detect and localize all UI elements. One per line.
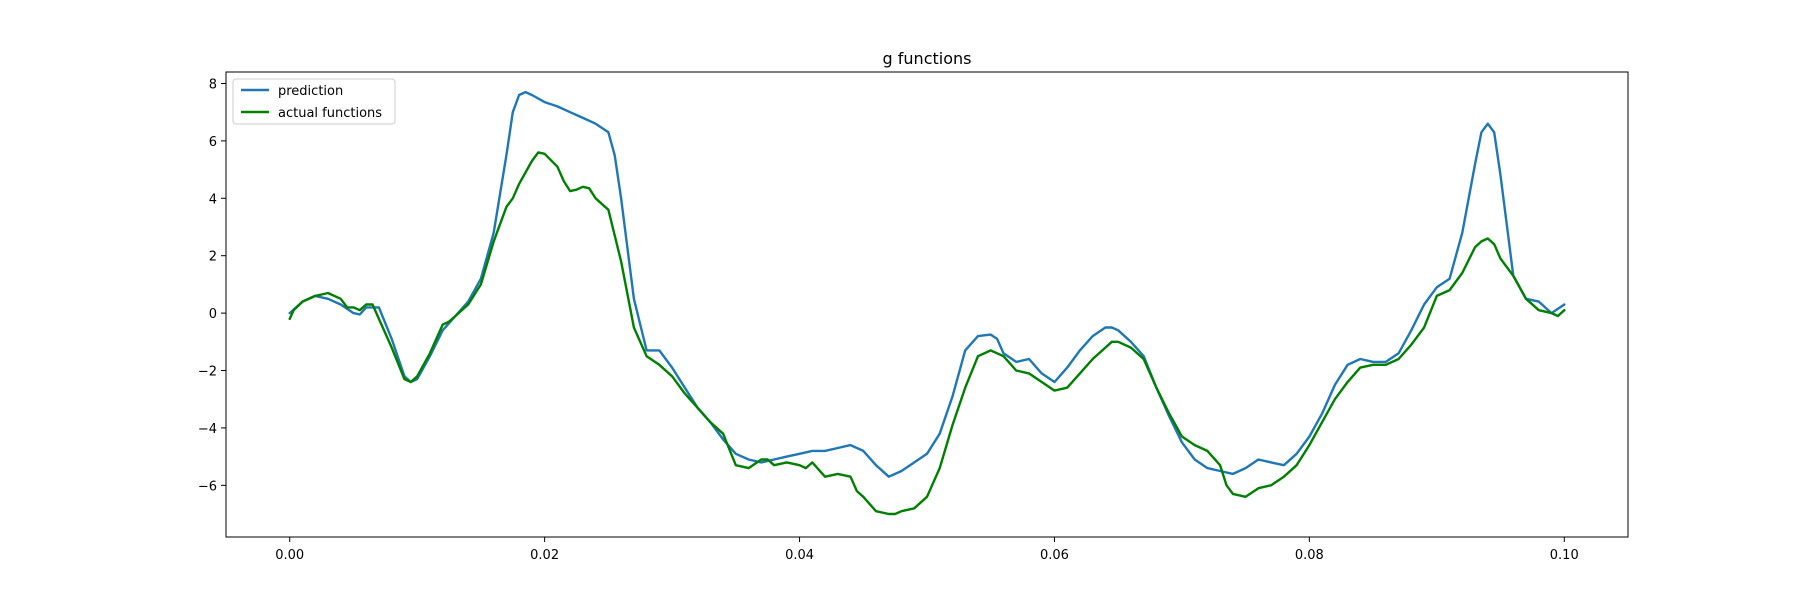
axes-frame [225,71,1629,538]
x-tick-label: 0.00 [275,548,304,563]
x-tick-label: 0.10 [1550,548,1579,563]
y-tick-label: 8 [209,77,217,92]
plot-area [288,90,1566,516]
y-tick-label: 0 [209,307,217,322]
legend: prediction actual functions [232,78,396,125]
legend-label-actual-functions: actual functions [278,106,382,121]
y-axis: −6 −4 −2 0 2 4 6 8 [198,77,226,494]
x-tick-label: 0.06 [1040,548,1069,563]
chart-title: g functions [883,49,972,68]
legend-label-prediction: prediction [278,84,343,99]
x-tick-label: 0.04 [785,548,814,563]
x-tick-label: 0.02 [530,548,559,563]
y-tick-label: 4 [209,192,217,207]
y-tick-label: −2 [198,365,217,380]
axes-border [225,71,1629,538]
x-axis: 0.00 0.02 0.04 0.06 0.08 0.10 [275,537,1579,563]
y-tick-label: 6 [209,135,217,150]
y-tick-label: −6 [198,479,217,494]
legend-box [232,78,396,125]
series-line-prediction [288,90,1566,478]
series-line-actual-functions [288,151,1566,516]
y-tick-label: 2 [209,250,217,265]
y-tick-label: −4 [198,422,217,437]
x-tick-label: 0.08 [1295,548,1324,563]
